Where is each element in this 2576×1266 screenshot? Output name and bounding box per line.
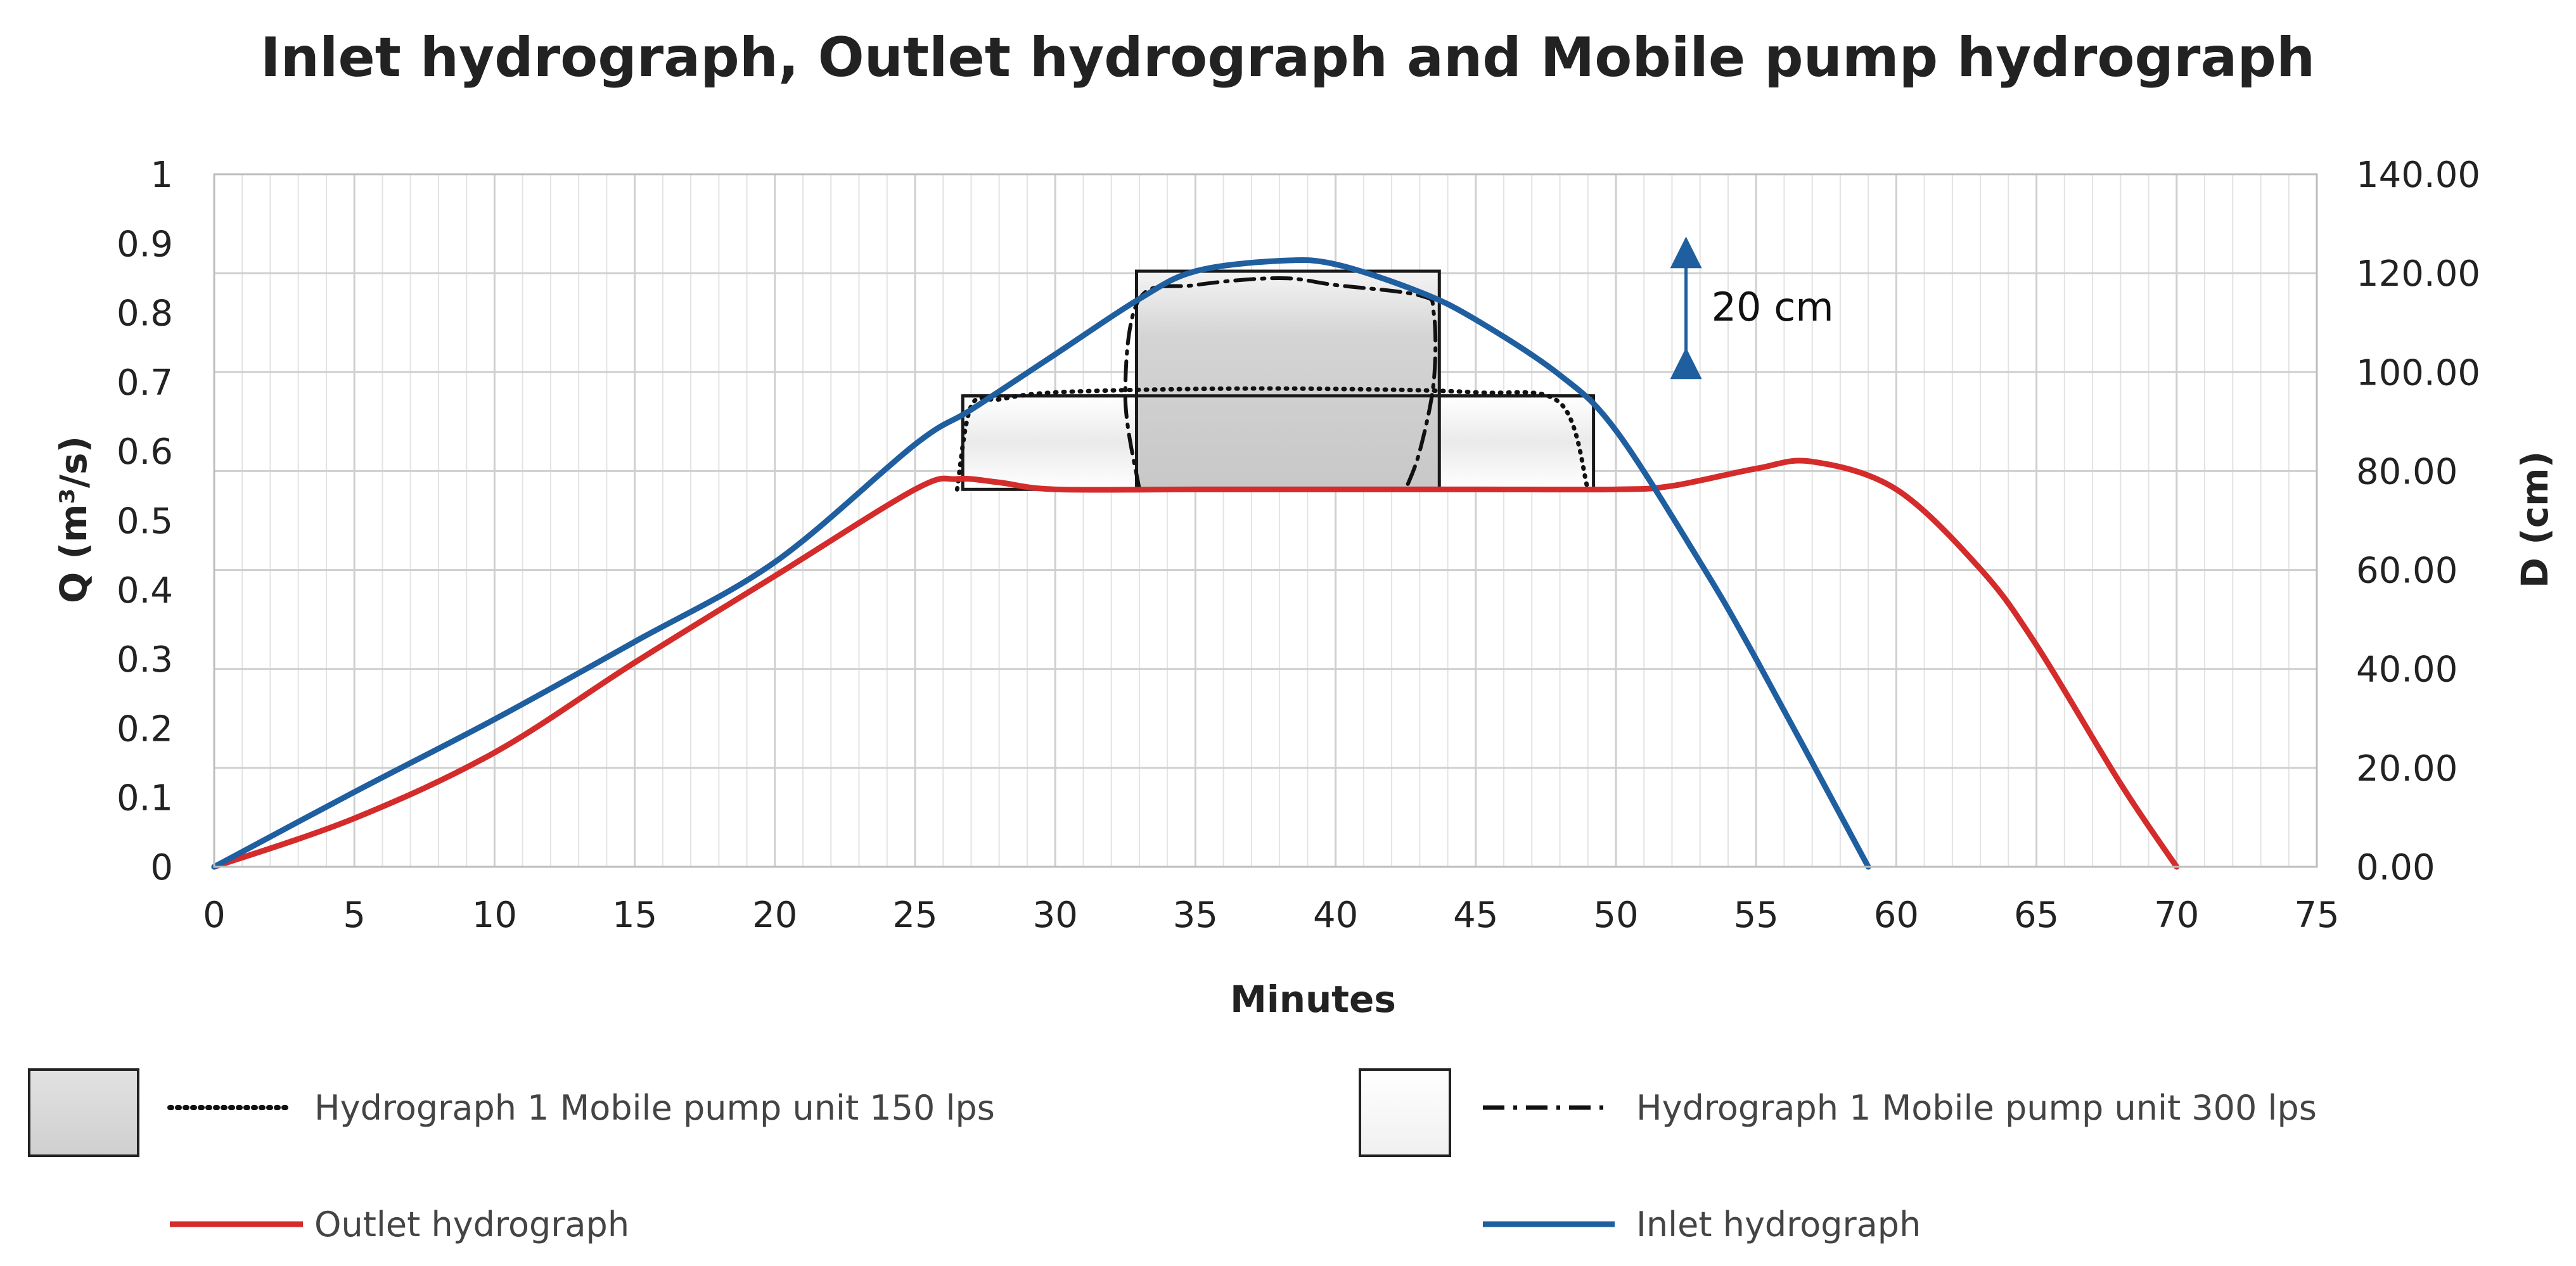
series-hydrograph-1-mobile-pump-unit-300-lps [1123, 276, 1438, 492]
y-tick-label: 0.8 [117, 293, 173, 335]
y2-tick-label: 120.00 [2356, 253, 2480, 295]
y-tick-label: 0.1 [117, 778, 173, 819]
series-outlet-hydrograph [211, 457, 2180, 870]
series-inlet-hydrograph [211, 257, 1871, 870]
x-tick-label: 0 [203, 895, 226, 936]
series-lines [211, 257, 2180, 870]
x-tick-labels: 0 5 10 15 20 25 30 35 40 45 50 55 60 65 70 75 [203, 895, 2339, 936]
chart-title: Inlet hydrograph, Outlet hydrograph and … [260, 26, 2315, 89]
x-tick-label: 55 [1734, 895, 1779, 936]
legend-label-300lps: Hydrograph 1 Mobile pump unit 300 lps [1636, 1088, 2317, 1128]
series-hydrograph-1-mobile-pump-unit-150-lps [954, 386, 1591, 492]
y2-tick-label: 60.00 [2356, 551, 2457, 592]
x-tick-label: 45 [1453, 895, 1498, 936]
x-tick-label: 75 [2294, 895, 2339, 936]
x-tick-label: 5 [343, 895, 366, 936]
y-tick-label: 0.3 [117, 639, 173, 681]
x-tick-label: 35 [1173, 895, 1218, 936]
depth-annotation: 20 cm [1670, 236, 1834, 380]
y2-tick-labels: 0.00 20.00 40.00 60.00 80.00 100.00 120.00 140.… [2356, 155, 2480, 888]
shaded-regions [961, 269, 1596, 491]
legend-label-inlet: Inlet hydrograph [1636, 1205, 1921, 1244]
legend: Hydrograph 1 Mobile pump unit 150 lps Hy… [28, 1068, 2317, 1244]
y-tick-label: 0.2 [117, 708, 173, 750]
legend-swatch-300lps [1359, 1068, 1451, 1157]
y2-tick-label: 20.00 [2356, 748, 2457, 790]
y2-tick-label: 140.00 [2356, 155, 2480, 196]
x-tick-label: 20 [752, 895, 797, 936]
y-axis-title: Q (m³/s) [52, 436, 95, 603]
x-tick-label: 15 [612, 895, 657, 936]
x-tick-label: 30 [1033, 895, 1078, 936]
y-tick-label: 0.7 [117, 362, 173, 404]
y2-tick-label: 80.00 [2356, 451, 2457, 492]
legend-swatch-150lps [28, 1068, 139, 1157]
y-tick-labels: 0 0.1 0.2 0.3 0.4 0.5 0.6 0.7 0.8 0.9 1 [117, 155, 173, 888]
y2-axis-title: D (cm) [2513, 451, 2556, 588]
y-tick-label: 0.9 [117, 224, 173, 265]
y-tick-label: 0.4 [117, 570, 173, 611]
axes [213, 173, 2318, 868]
x-tick-label: 25 [892, 895, 937, 936]
x-tick-label: 10 [472, 895, 517, 936]
x-axis-title: Minutes [1230, 978, 1396, 1021]
y-tick-label: 0.5 [117, 501, 173, 542]
y2-tick-label: 100.00 [2356, 352, 2480, 393]
y-tick-label: 0.6 [117, 432, 173, 473]
x-tick-label: 40 [1313, 895, 1358, 936]
x-tick-label: 60 [1874, 895, 1919, 936]
legend-label-150lps: Hydrograph 1 Mobile pump unit 150 lps [314, 1088, 995, 1128]
x-tick-label: 65 [2014, 895, 2059, 936]
y-tick-label: 0 [150, 847, 173, 888]
plot-frame [213, 173, 2318, 868]
depth-annotation-label: 20 cm [1712, 284, 1834, 330]
legend-label-outlet: Outlet hydrograph [314, 1205, 629, 1244]
x-tick-label: 70 [2154, 895, 2199, 936]
y2-tick-label: 0.00 [2356, 847, 2435, 888]
x-tick-label: 50 [1593, 895, 1638, 936]
region-300lps [1134, 269, 1441, 491]
y-tick-label: 1 [150, 155, 173, 196]
y2-tick-label: 40.00 [2356, 649, 2457, 691]
